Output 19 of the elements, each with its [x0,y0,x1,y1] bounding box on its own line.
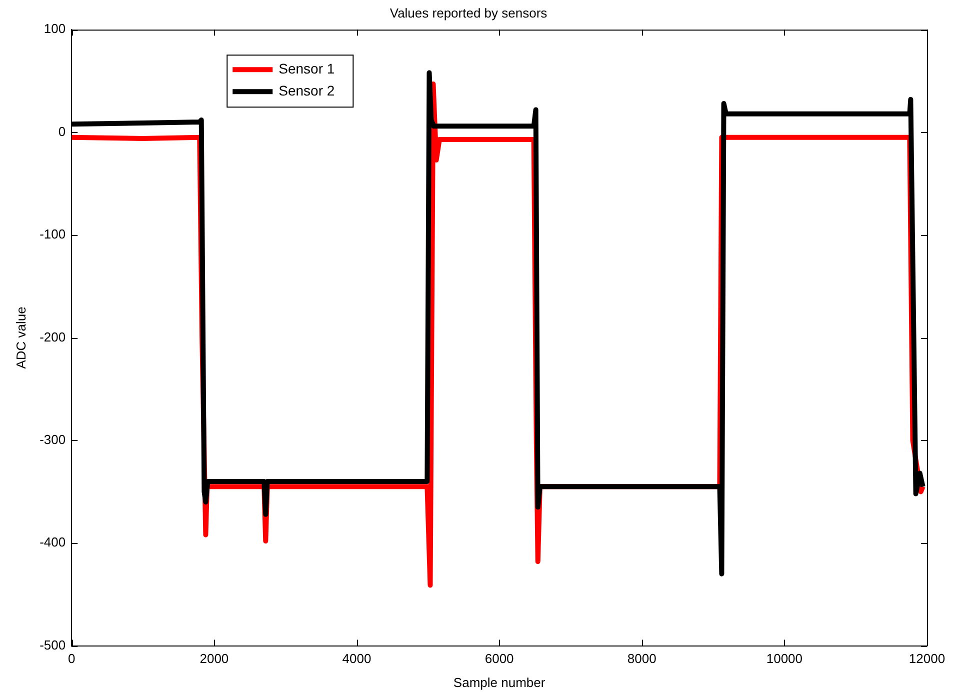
x-tick-label: 10000 [766,651,803,666]
y-axis-title: ADC value [13,306,28,369]
x-tick-label: 6000 [484,651,514,666]
y-tick-label: -100 [40,226,66,242]
x-tick-label: 12000 [908,651,946,666]
chart-title: Values reported by sensors [390,5,548,20]
legend-label: Sensor 2 [278,82,335,98]
x-tick-label: 4000 [342,651,372,666]
y-tick-label: 100 [44,21,66,36]
legend-label: Sensor 1 [278,60,335,76]
y-tick-label: -400 [40,534,66,550]
y-tick-label: -300 [40,432,66,447]
x-tick-label: 0 [68,651,76,666]
x-tick-label: 2000 [200,651,229,666]
y-tick-label: 0 [58,124,66,139]
y-tick-label: -200 [40,329,66,344]
x-tick-label: 8000 [627,651,656,666]
x-axis-title: Sample number [453,674,546,690]
y-tick-label: -500 [40,637,66,652]
